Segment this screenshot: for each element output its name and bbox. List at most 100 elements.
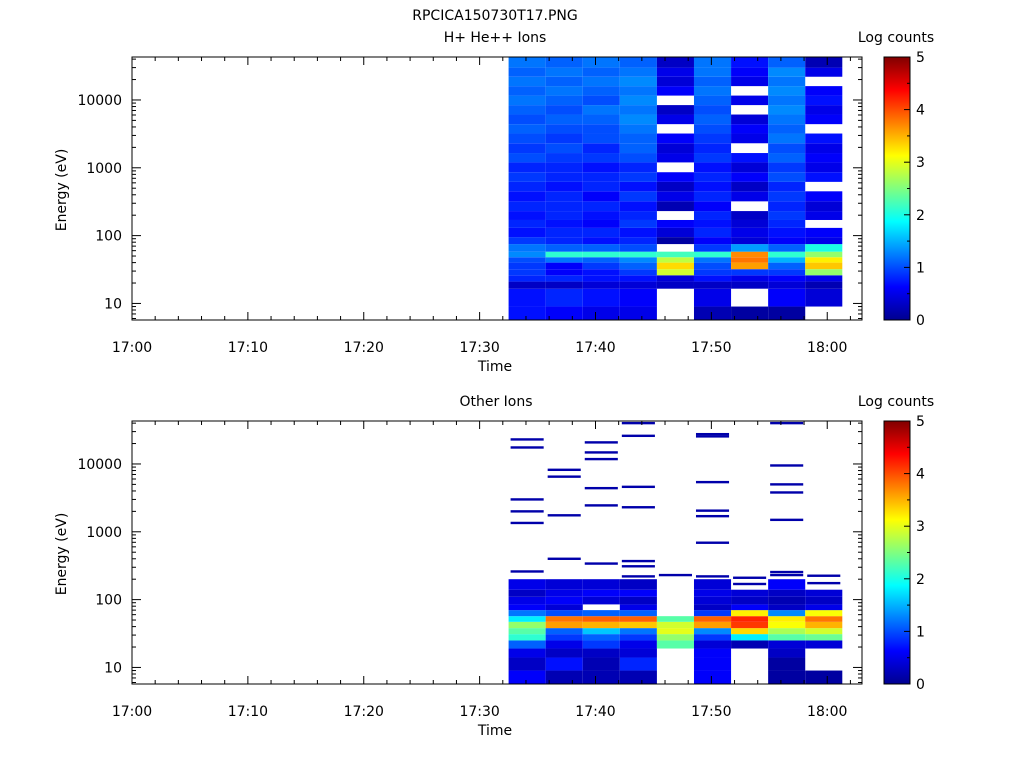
- heatmap-cell: [693, 86, 732, 96]
- heatmap-cell: [805, 95, 843, 106]
- heatmap-cell: [508, 275, 546, 282]
- heatmap-cell: [582, 262, 620, 270]
- heatmap-cell: [805, 162, 843, 173]
- heatmap-cell: [693, 616, 732, 622]
- heatmap-cell: [768, 153, 806, 163]
- heatmap-cell: [768, 275, 806, 282]
- heatmap-line: [584, 562, 618, 565]
- heatmap-cell: [582, 76, 620, 87]
- heatmap-cell: [731, 628, 769, 635]
- heatmap-cell: [545, 596, 583, 605]
- heatmap-cell: [582, 211, 620, 220]
- heatmap-cell: [582, 251, 620, 258]
- heatmap-cell: [619, 105, 657, 115]
- heatmap-cell: [731, 589, 769, 597]
- heatmap-cell: [545, 211, 583, 220]
- heatmap-cell: [731, 596, 769, 605]
- heatmap-cell: [768, 172, 806, 182]
- heatmap-cell: [768, 269, 806, 276]
- heatmap-cell: [545, 57, 583, 68]
- heatmap-cell: [731, 281, 769, 289]
- heatmap-line: [621, 506, 655, 509]
- heatmap-cell: [619, 579, 657, 590]
- heatmap-cell: [582, 227, 620, 238]
- heatmap-cell: [619, 172, 657, 182]
- heatmap-cell: [731, 211, 769, 220]
- heatmap-cell: [545, 67, 583, 77]
- heatmap-cell: [619, 133, 657, 144]
- heatmap-cell: [656, 257, 694, 263]
- heatmap-cell: [805, 621, 843, 629]
- heatmap-cells: [508, 57, 843, 320]
- heatmap-cell: [619, 306, 657, 320]
- heatmap-line: [621, 434, 655, 438]
- heatmap-cell: [582, 162, 620, 173]
- x-tick-label: 17:40: [575, 704, 615, 720]
- heatmap-cell: [731, 269, 769, 276]
- heatmap-cell: [619, 648, 657, 658]
- heatmap-cell: [656, 105, 694, 115]
- heatmap-cell: [508, 133, 546, 144]
- heatmap-cell: [693, 181, 732, 192]
- heatmap-cell: [805, 67, 843, 77]
- heatmap-cell: [731, 181, 769, 192]
- heatmap-cell: [693, 133, 732, 144]
- heatmap-cell: [508, 114, 546, 125]
- heatmap-cell: [693, 257, 732, 263]
- colorbar-gradient: [883, 420, 911, 685]
- heatmap-cell: [731, 275, 769, 282]
- heatmap-cell: [508, 237, 546, 245]
- heatmap-cell: [805, 640, 843, 649]
- x-tick-label: 17:10: [228, 704, 268, 720]
- heatmap-cell: [545, 262, 583, 270]
- heatmap-cell: [656, 153, 694, 163]
- heatmap-cell: [545, 621, 583, 629]
- heatmap-cell: [619, 162, 657, 173]
- heatmap-cell: [693, 57, 732, 68]
- y-tick-label: 100: [95, 229, 122, 245]
- heatmap-cell: [582, 153, 620, 163]
- heatmap-cell: [656, 67, 694, 77]
- heatmap-cell: [619, 670, 657, 684]
- heatmap-cell: [768, 133, 806, 144]
- heatmap-cell: [545, 610, 583, 617]
- heatmap-line: [584, 457, 618, 461]
- heatmap-cell: [619, 616, 657, 622]
- heatmap-cell: [768, 67, 806, 77]
- heatmap-cell: [545, 114, 583, 125]
- heatmap-cell: [693, 281, 732, 289]
- heatmap-line: [547, 514, 581, 517]
- heatmap-line: [510, 521, 544, 525]
- heatmap-cell: [656, 76, 694, 87]
- heatmap-cell: [805, 634, 843, 641]
- heatmap-cell: [693, 201, 732, 212]
- x-tick-label: 17:30: [459, 340, 499, 356]
- heatmap-cell: [582, 133, 620, 144]
- heatmap-cell: [508, 634, 546, 641]
- colorbar-label: Log counts: [858, 394, 934, 410]
- heatmap-cell: [731, 610, 769, 617]
- heatmap-cell: [768, 251, 806, 258]
- colorbar: 0 1 2 3 4 5: [883, 50, 925, 329]
- heatmap-cell: [619, 621, 657, 629]
- panel-title: Other Ions: [459, 394, 532, 410]
- heatmap-line: [733, 582, 767, 586]
- heatmap-cell: [545, 648, 583, 658]
- heatmap-cell: [768, 628, 806, 635]
- heatmap-cell: [768, 57, 806, 68]
- heatmap-line: [510, 446, 544, 449]
- heatmap-cell: [656, 191, 694, 202]
- heatmap-cell: [545, 95, 583, 106]
- heatmap-cell: [582, 201, 620, 212]
- heatmap-line: [510, 570, 544, 573]
- y-tick-label: 10: [104, 660, 122, 676]
- heatmap-cell: [582, 237, 620, 245]
- heatmap-cell: [768, 616, 806, 622]
- heatmap-cell: [768, 648, 806, 658]
- heatmap-cell: [545, 181, 583, 192]
- heatmap-cell: [582, 275, 620, 282]
- heatmap-cell: [768, 124, 806, 134]
- heatmap-cell: [582, 257, 620, 263]
- heatmap-cell: [731, 227, 769, 238]
- heatmap-cell: [768, 579, 806, 590]
